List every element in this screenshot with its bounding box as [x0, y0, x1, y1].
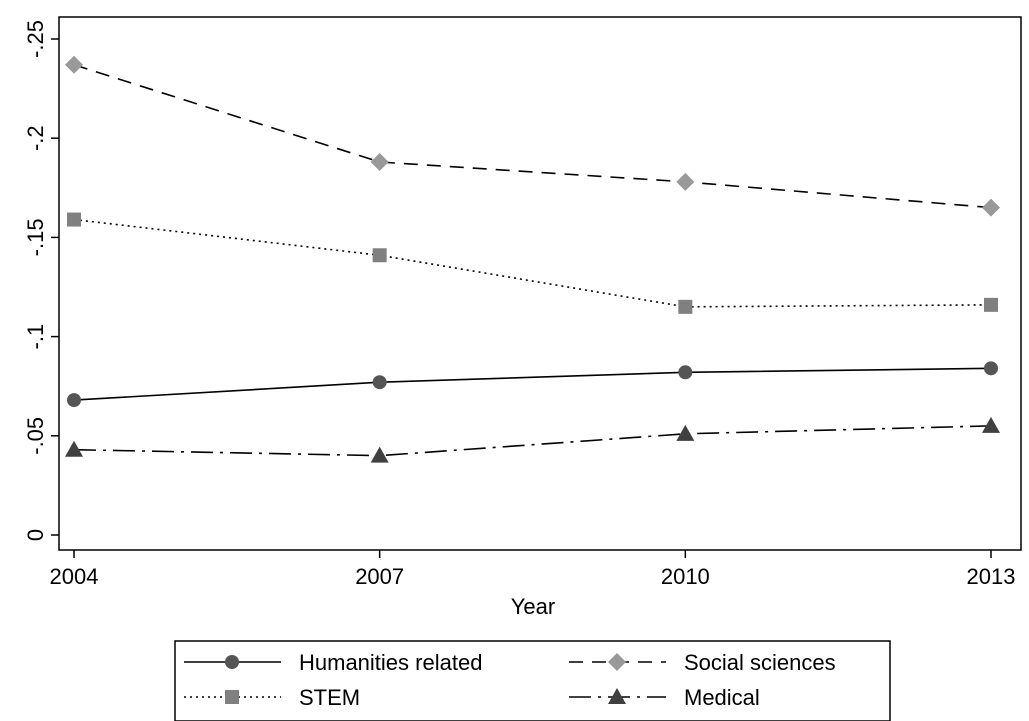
- legend-item-3: Medical: [569, 685, 760, 710]
- series-3: [65, 416, 1000, 463]
- series-layer: [65, 55, 1000, 463]
- legend: Humanities related Social sciences STEM Me…: [184, 650, 836, 710]
- data-point: [65, 55, 83, 74]
- y-tick-label: -.05: [23, 417, 48, 455]
- legend-label: Humanities related: [299, 650, 482, 675]
- x-axis-title: Year: [511, 594, 555, 619]
- data-point: [67, 212, 81, 227]
- series-line: [73, 218, 992, 308]
- x-tick-label: 2013: [967, 564, 1016, 589]
- data-point: [678, 299, 693, 314]
- data-point: [67, 393, 81, 408]
- legend-label: STEM: [299, 685, 360, 710]
- data-point: [372, 248, 387, 263]
- series-1: [65, 55, 1000, 217]
- series-line: [73, 425, 992, 457]
- y-tick-label: -.1: [23, 324, 48, 350]
- data-point: [984, 297, 998, 312]
- x-tick-label: 2004: [50, 564, 99, 589]
- data-point: [982, 416, 1000, 433]
- legend-marker: [608, 653, 626, 671]
- data-point: [678, 365, 693, 380]
- legend-marker: [225, 690, 239, 704]
- legend-marker: [608, 688, 626, 704]
- data-point: [676, 172, 695, 191]
- series-0: [67, 361, 998, 408]
- x-tick-label: 2010: [661, 564, 710, 589]
- y-tick-label: 0: [23, 529, 48, 541]
- data-point: [370, 446, 389, 463]
- data-point: [370, 153, 389, 172]
- y-tick-label: -.2: [23, 125, 48, 151]
- series-line: [73, 367, 992, 401]
- data-point: [676, 424, 695, 441]
- data-point: [65, 440, 83, 457]
- y-tick-label: -.15: [23, 218, 48, 256]
- legend-label: Medical: [684, 685, 760, 710]
- plot-frame: [58, 16, 1022, 551]
- legend-marker: [225, 655, 239, 669]
- legend-item-0: Humanities related: [184, 650, 482, 675]
- data-point: [984, 361, 998, 376]
- legend-item-1: Social sciences: [569, 650, 836, 675]
- y-axis: 0 -.05 -.1 -.15 -.2 -.25: [23, 20, 59, 541]
- series-2: [67, 212, 998, 314]
- data-point: [372, 375, 387, 390]
- legend-box: [174, 640, 891, 721]
- data-point: [982, 198, 1000, 217]
- series-line: [73, 64, 992, 209]
- legend-label: Social sciences: [684, 650, 836, 675]
- x-tick-label: 2007: [355, 564, 404, 589]
- x-axis: 2004 2007 2010 2013: [50, 550, 1016, 589]
- y-tick-label: -.25: [23, 20, 48, 58]
- legend-item-2: STEM: [184, 685, 360, 710]
